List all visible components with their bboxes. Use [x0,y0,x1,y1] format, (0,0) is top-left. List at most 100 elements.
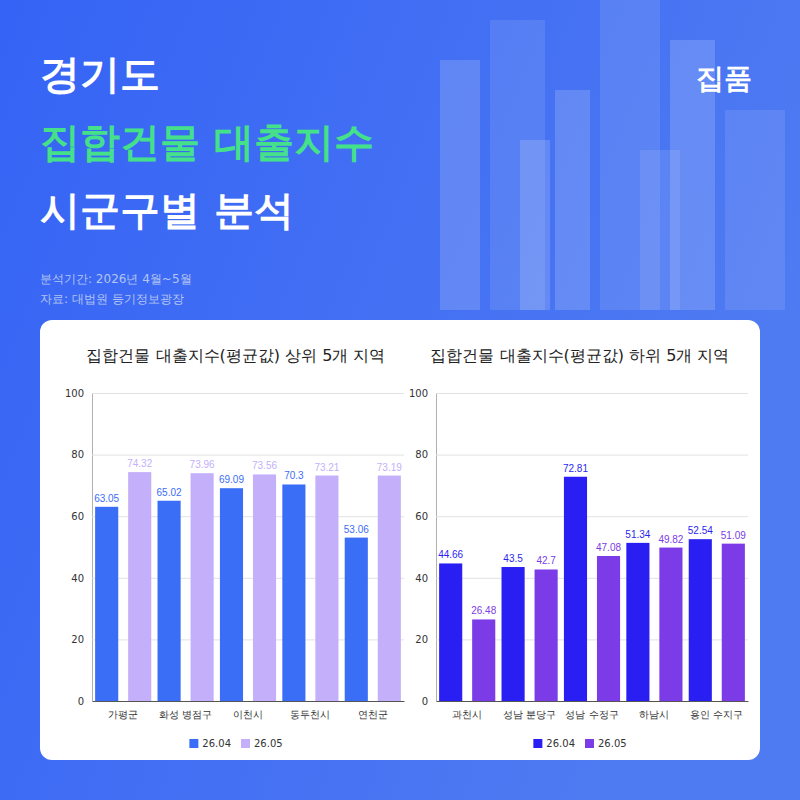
chart: 집합건물 대출지수(평균값) 하위 5개 지역 0 20 40 60 80 100 44.66… [409,346,749,749]
x-tick-label: 화성 병점구 [159,709,212,720]
bar [502,567,525,701]
bar [597,556,620,701]
period: 분석기간: 2026년 4월~5월 [40,272,192,286]
y-tick-label: 100 [409,388,428,399]
y-tick: 80 [415,449,748,460]
x-tick: 이천시 [233,709,263,720]
x-tick: 화성 병점구 [159,709,212,720]
data-labels: 63.0565.0269.0970.353.0674.3273.9673.567… [94,458,402,534]
background-buildings [440,0,785,310]
x-tick-label: 하남시 [639,709,669,720]
legend-label: 26.05 [254,738,283,749]
data-label: 73.19 [377,462,402,473]
header-title: 경기도 [40,51,160,97]
y-axis-line [437,394,749,702]
data-label: 72.81 [563,463,588,474]
grid-line [436,455,748,456]
y-axis-line [93,394,405,702]
legend-item: 26.05 [585,738,627,749]
y-tick-label: 60 [71,511,84,522]
legend-label: 26.04 [546,738,575,749]
legend-item: 26.04 [533,738,575,749]
y-tick-label: 0 [78,696,84,707]
data-label: 73.56 [252,460,277,471]
header-title: 집합건물 대출지수 [40,119,374,165]
y-tick-label: 80 [415,449,428,460]
legend-label: 26.05 [598,738,627,749]
bars [95,472,401,701]
x-axis-line [437,701,749,702]
data-label: 47.08 [596,542,621,553]
legend-swatch [585,739,594,748]
background-building [640,150,680,310]
bar [128,472,151,701]
bar [220,488,243,701]
data-label: 70.3 [284,470,304,481]
grid-line [92,455,404,456]
x-tick: 하남시 [639,709,669,720]
background-building [520,140,550,310]
x-axis: 가평군 화성 병점구 이천시 동두천시 연천군 [93,702,405,721]
background-building [440,60,480,310]
x-tick: 과천시 [452,709,482,720]
legend-swatch [241,739,250,748]
grid-line [436,516,748,517]
x-tick-label: 연천군 [358,709,388,720]
data-label: 44.66 [438,549,463,560]
x-tick-label: 성남 분당구 [503,709,556,720]
y-tick-label: 100 [65,388,84,399]
x-tick-label: 가평군 [108,709,138,720]
y-axis: 020406080100 [65,388,404,707]
x-tick-label: 성남 수정구 [565,709,618,720]
x-tick: 성남 수정구 [565,709,618,720]
bar [535,569,558,701]
x-tick: 연천군 [358,709,388,720]
chart-title: 집합건물 대출지수(평균값) 하위 5개 지역 [430,346,729,365]
data-label: 51.34 [625,529,650,540]
y-tick: 100 [409,388,748,399]
legend-swatch [189,739,198,748]
legend-item: 26.04 [189,738,231,749]
y-tick-label: 20 [71,634,84,645]
bar [158,501,181,701]
data-label: 43.5 [503,553,523,564]
y-tick-label: 0 [422,696,428,707]
chart: 집합건물 대출지수(평균값) 상위 5개 지역02040608010063.05… [65,346,405,749]
x-tick: 가평군 [108,709,138,720]
x-axis: 과천시성남 분당구성남 수정구하남시용인 수지구 [437,702,749,721]
bar [439,563,462,701]
y-axis: 0 20 40 60 80 100 [409,388,748,707]
x-tick: 동두천시 [290,709,330,720]
bar [472,619,495,701]
x-axis-line [93,701,405,702]
y-tick-label: 40 [415,573,428,584]
source: 자료: 대법원 등기정보광장 [40,292,184,306]
y-tick-label: 20 [415,634,428,645]
data-label: 65.02 [157,487,182,498]
background-building [725,110,785,310]
y-tick: 80 [71,449,404,460]
bar [626,543,649,701]
legend: 26.04 26.05 [189,738,282,749]
brand: 집품 [696,62,752,95]
bars [439,477,745,701]
bar [315,476,338,701]
data-label: 42.7 [536,555,556,566]
bar [253,474,276,701]
data-label: 73.96 [190,459,215,470]
x-tick-label: 과천시 [452,709,482,720]
data-label: 74.32 [127,458,152,469]
data-label: 53.06 [344,524,369,535]
legend: 26.04 26.05 [533,738,626,749]
bar [722,544,745,701]
background [0,0,800,800]
bar [689,539,712,701]
y-tick-label: 80 [71,449,84,460]
bar [95,507,118,701]
data-label: 26.48 [471,605,496,616]
data-label: 52.54 [688,525,713,536]
grid-line [436,393,748,394]
y-tick-label: 60 [415,511,428,522]
header-title: 시군구별 분석 [40,187,294,233]
data-label: 51.09 [721,530,746,541]
